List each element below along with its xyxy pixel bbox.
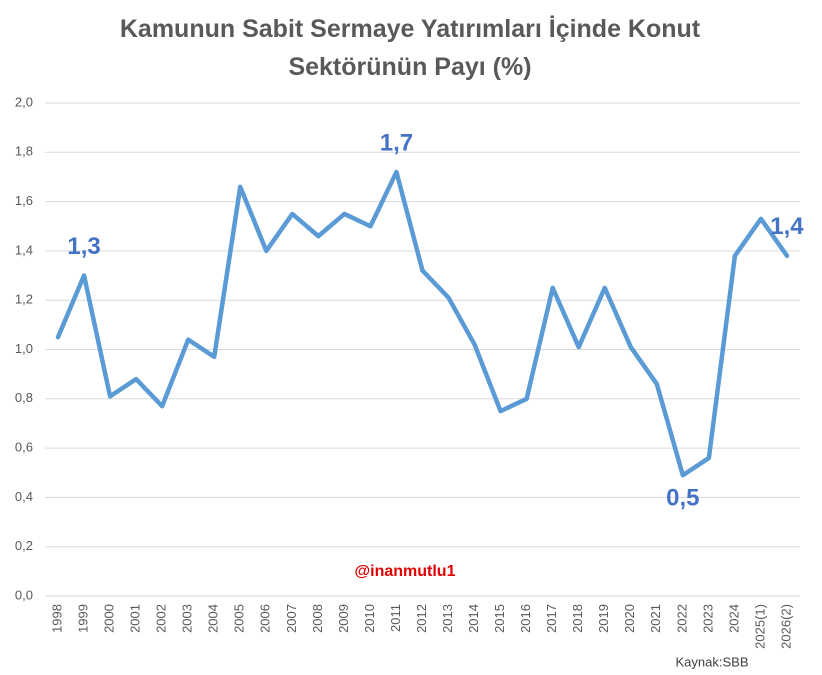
data-line xyxy=(55,169,790,478)
annotation: @inanmutlu1 xyxy=(355,563,456,580)
chart-title: Kamunun Sabit Sermaye Yatırımları İçinde… xyxy=(119,15,701,81)
x-tick-label: 2017 xyxy=(544,604,559,633)
x-tick-label: 2014 xyxy=(466,604,481,633)
x-tick-label: 2006 xyxy=(258,604,273,633)
data-label: 0,5 xyxy=(666,485,699,512)
x-tick-label: 2020 xyxy=(622,604,637,633)
x-tick-label: 2008 xyxy=(310,604,325,633)
y-tick-label: 1,6 xyxy=(15,193,33,208)
x-tick-label: 2004 xyxy=(206,604,221,633)
x-tick-label: 2023 xyxy=(700,604,715,633)
x-tick-label: 2011 xyxy=(388,604,403,632)
x-tick-label: 2002 xyxy=(154,604,169,633)
y-tick-label: 1,4 xyxy=(15,242,33,257)
y-tick-label: 0,2 xyxy=(15,538,33,553)
y-tick-label: 1,2 xyxy=(15,292,33,307)
x-tick-label: 2021 xyxy=(648,604,663,633)
x-tick-label: 2001 xyxy=(128,604,143,633)
x-tick-label: 2009 xyxy=(336,604,351,633)
source: Kaynak:SBB xyxy=(676,654,749,669)
x-tick-label: 2013 xyxy=(440,604,455,633)
data-label: 1,3 xyxy=(67,233,100,260)
x-tick-label: 2019 xyxy=(596,604,611,633)
x-tick-label: 1999 xyxy=(75,604,90,633)
y-tick-label: 0,6 xyxy=(15,440,33,455)
x-tick-label: 2024 xyxy=(726,604,741,633)
x-tick-label: 2007 xyxy=(284,604,299,633)
x-tick-label: 2015 xyxy=(492,604,507,633)
x-tick-label: 2005 xyxy=(232,604,247,633)
x-tick-label: 2018 xyxy=(570,604,585,633)
x-tick-label: 2026(2) xyxy=(778,604,793,649)
y-tick-label: 0,4 xyxy=(15,489,33,504)
x-tick-label: 2025(1) xyxy=(752,604,767,649)
x-tick-label: 2000 xyxy=(102,604,117,633)
x-tick-label: 2012 xyxy=(414,604,429,633)
y-tick-label: 2,0 xyxy=(15,94,33,109)
x-tick-label: 2022 xyxy=(674,604,689,633)
y-tick-label: 1,0 xyxy=(15,341,33,356)
y-tick-label: 0,8 xyxy=(15,390,33,405)
y-tick-label: 1,8 xyxy=(15,144,33,159)
x-tick-label: 2010 xyxy=(362,604,377,633)
data-label: 1,7 xyxy=(380,129,413,156)
data-label: 1,4 xyxy=(770,213,804,240)
x-tick-label: 1998 xyxy=(49,604,64,633)
y-tick-label: 0,0 xyxy=(15,587,33,602)
x-tick-label: 2016 xyxy=(518,604,533,633)
x-tick-label: 2003 xyxy=(180,604,195,633)
